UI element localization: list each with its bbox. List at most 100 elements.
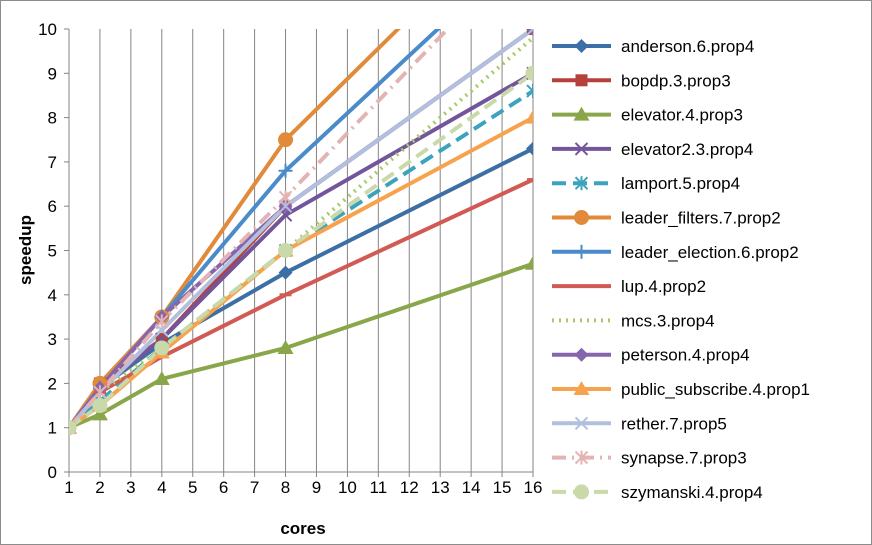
legend-marker-peterson-4-prop4 <box>574 347 589 362</box>
point-elevator-4-prop3-8 <box>277 339 294 354</box>
legend-label-mcs-3-prop4: mcs.3.prop4 <box>621 311 715 330</box>
legend-entry-synapse-7-prop3: synapse.7.prop3 <box>552 449 747 468</box>
legend-marker-public-subscribe-4-prop1 <box>573 381 590 395</box>
point-rether-7-prop5-16-b <box>526 29 533 36</box>
point-szymanski-4-prop4-2 <box>92 398 108 414</box>
x-tick-label-6: 6 <box>219 478 228 497</box>
x-tick-label-16: 16 <box>524 478 543 497</box>
point-synapse-7-prop3-2 <box>93 385 107 400</box>
legend-marker-anderson-6-prop4 <box>574 39 589 53</box>
x-axis-title: cores <box>280 519 325 538</box>
point-leader-filters-7-prop2-8 <box>278 132 294 148</box>
legend-label-elevator-4-prop3: elevator.4.prop3 <box>621 106 743 125</box>
series-lines <box>69 29 533 430</box>
legend-marker-elevator-4-prop3 <box>573 106 590 121</box>
y-tick-label-9: 9 <box>48 64 57 83</box>
y-tick-label-8: 8 <box>48 109 57 128</box>
legend-entry-leader-filters-7-prop2: leader_filters.7.prop2 <box>552 209 781 228</box>
point-lamport-5-prop4-16-b <box>526 89 533 98</box>
legend-marker-lamport-5-prop4 <box>574 176 589 191</box>
legend-marker-leader-filters-7-prop2 <box>574 210 589 225</box>
series-line-leader-filters-7-prop2 <box>69 29 401 429</box>
series-line-public-subscribe-4-prop1 <box>69 115 533 430</box>
y-tick-label-4: 4 <box>48 286 57 305</box>
legend-marker-elevator2-3-prop4 <box>574 142 589 156</box>
legend-entry-szymanski-4-prop4: szymanski.4.prop4 <box>552 483 763 502</box>
point-leader-election-6-prop2-8 <box>278 163 293 178</box>
vertical-gridlines <box>99 29 534 472</box>
legend-marker-rether-7-prop5-b <box>574 416 589 431</box>
x-tick-label-3: 3 <box>126 478 135 497</box>
point-elevator-4-prop3-2 <box>91 406 108 421</box>
legend-label-leader-filters-7-prop2: leader_filters.7.prop2 <box>621 209 781 228</box>
point-lamport-5-prop4-16 <box>526 84 533 99</box>
x-tick-label-2: 2 <box>95 478 104 497</box>
y-tick-labels: 0 1 2 3 4 5 6 7 8 9 10 <box>38 20 57 482</box>
point-elevator-4-prop3-16 <box>525 255 533 270</box>
legend-entry-rether-7-prop5: rether.7.prop5 <box>552 414 727 433</box>
legend-label-anderson-6-prop4: anderson.6.prop4 <box>621 37 754 56</box>
point-anderson-6-prop4-16 <box>526 141 533 156</box>
legend-label-leader-election-6-prop2: leader_election.6.prop2 <box>621 243 799 262</box>
y-tick-label-5: 5 <box>48 242 57 261</box>
legend-marker-synapse-7-prop3 <box>574 450 589 465</box>
y-axis-title: speedup <box>16 215 35 285</box>
legend-entry-anderson-6-prop4: anderson.6.prop4 <box>552 37 754 56</box>
x-tick-label-12: 12 <box>400 478 419 497</box>
point-szymanski-4-prop4-1 <box>69 420 77 436</box>
legend-entry-public-subscribe-4-prop1: public_subscribe.4.prop1 <box>552 380 810 399</box>
y-tick-label-6: 6 <box>48 197 57 216</box>
point-synapse-7-prop3-4 <box>155 314 169 329</box>
x-tick-label-10: 10 <box>338 478 357 497</box>
legend-entry-bopdp-3-prop3: bopdp.3.prop3 <box>552 71 731 90</box>
y-tick-label-2: 2 <box>48 374 57 393</box>
series-line-szymanski-4-prop4 <box>69 71 533 430</box>
x-tick-label-14: 14 <box>462 478 481 497</box>
x-tick-label-7: 7 <box>250 478 259 497</box>
point-rether-7-prop5-16 <box>526 29 533 36</box>
legend-label-peterson-4-prop4: peterson.4.prop4 <box>621 346 750 365</box>
legend-entry-lup-4-prop2: lup.4.prop2 <box>552 277 706 296</box>
legend-entry-elevator-4-prop3: elevator.4.prop3 <box>552 106 743 125</box>
legend-marker-elevator2-3-prop4-b <box>574 142 589 156</box>
legend-label-elevator2-3-prop4: elevator2.3.prop4 <box>621 140 753 159</box>
legend-label-rether-7-prop5: rether.7.prop5 <box>621 414 727 433</box>
point-public-subscribe-4-prop1-16 <box>525 109 533 124</box>
x-tick-label-1: 1 <box>64 478 73 497</box>
legend-entry-elevator2-3-prop4: elevator2.3.prop4 <box>552 140 753 159</box>
legend-marker-leader-election-6-prop2 <box>574 244 589 259</box>
x-tick-label-13: 13 <box>431 478 450 497</box>
series-line-lamport-5-prop4 <box>69 89 533 430</box>
y-tick-label-1: 1 <box>48 419 57 438</box>
legend-entry-mcs-3-prop4: mcs.3.prop4 <box>552 311 715 330</box>
legend-entry-leader-election-6-prop2: leader_election.6.prop2 <box>552 243 799 262</box>
point-lamport-5-prop4-16-a <box>526 84 533 93</box>
x-tick-label-11: 11 <box>370 478 388 497</box>
y-tick-label-7: 7 <box>48 153 57 172</box>
x-tick-label-15: 15 <box>493 478 512 497</box>
point-szymanski-4-prop4-4 <box>154 340 170 356</box>
x-tick-labels: 1 2 3 4 5 6 7 8 9 10 11 12 13 14 15 16 <box>64 478 542 497</box>
point-anderson-6-prop4-8 <box>278 265 293 280</box>
point-szymanski-4-prop4-8 <box>278 243 294 258</box>
x-tick-label-4: 4 <box>157 478 166 497</box>
legend: anderson.6.prop4 bopdp.3.prop3 elevator.4.… <box>552 37 810 502</box>
legend-marker-rether-7-prop5 <box>574 416 589 431</box>
legend-label-lup-4-prop2: lup.4.prop2 <box>621 277 706 296</box>
y-tick-label-0: 0 <box>48 463 57 482</box>
series-line-leader-election-6-prop2 <box>69 29 441 429</box>
point-synapse-7-prop3-8 <box>278 190 293 205</box>
point-szymanski-4-prop4-16 <box>525 65 533 81</box>
y-tick-label-3: 3 <box>48 330 57 349</box>
x-tick-label-8: 8 <box>281 478 290 497</box>
legend-label-bopdp-3-prop3: bopdp.3.prop3 <box>621 71 731 90</box>
axes <box>64 28 534 477</box>
series-markers <box>69 29 533 436</box>
legend-marker-bopdp-3-prop3 <box>575 74 588 87</box>
legend-entry-lamport-5-prop4: lamport.5.prop4 <box>552 174 740 193</box>
legend-entry-peterson-4-prop4: peterson.4.prop4 <box>552 346 750 365</box>
series-line-synapse-7-prop3 <box>69 29 451 430</box>
point-elevator-4-prop3-4 <box>153 370 170 385</box>
legend-label-szymanski-4-prop4: szymanski.4.prop4 <box>621 483 763 502</box>
